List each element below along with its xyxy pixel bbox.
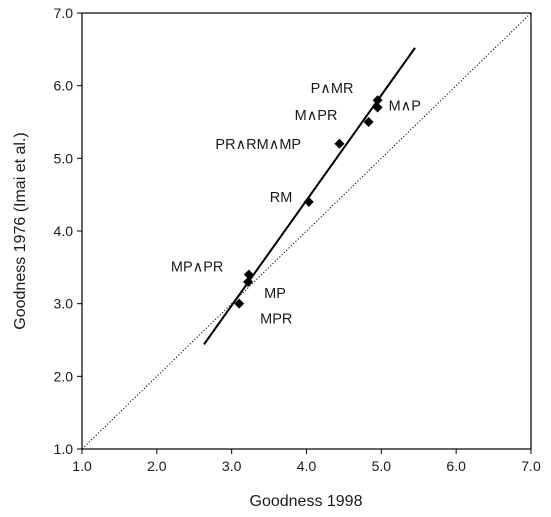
regression-line: [203, 47, 416, 345]
y-axis-ticks: 1.0 2.0 3.0 4.0 5.0 6.0 7.0: [54, 5, 82, 457]
point-label: MPR: [260, 312, 292, 328]
x-tick-label: 5.0: [372, 458, 392, 474]
y-tick-label: 5.0: [54, 150, 74, 166]
data-point: [372, 102, 383, 113]
data-point: [372, 95, 383, 106]
y-tick-label: 7.0: [54, 5, 74, 21]
point-label: MP∧PR: [171, 260, 224, 276]
x-tick-label: 6.0: [446, 458, 466, 474]
point-label: RM: [270, 190, 293, 206]
point-label: M∧P: [389, 98, 421, 114]
point-labels: P∧MR M∧P M∧PR PR∧RM∧MP RM MP∧PR MP MPR: [171, 81, 421, 327]
x-tick-label: 3.0: [222, 458, 242, 474]
x-tick-label: 2.0: [147, 458, 167, 474]
y-tick-label: 4.0: [54, 223, 74, 239]
data-point: [363, 117, 374, 127]
data-point: [234, 298, 245, 309]
point-label: P∧MR: [311, 81, 354, 97]
data-point: [303, 196, 314, 207]
data-point: [334, 138, 345, 149]
point-label: MP: [264, 286, 286, 302]
y-tick-label: 6.0: [54, 78, 74, 94]
point-label: M∧PR: [295, 108, 338, 124]
y-axis-title: Goodness 1976 (Imai et al.): [12, 132, 29, 329]
y-tick-label: 2.0: [54, 368, 74, 384]
x-tick-label: 7.0: [521, 458, 541, 474]
data-point: [243, 276, 254, 287]
x-axis-ticks: 1.0 2.0 3.0 4.0 5.0 6.0 7.0: [72, 449, 541, 474]
point-label: PR∧RM∧MP: [215, 137, 301, 153]
y-tick-label: 3.0: [54, 296, 74, 312]
x-tick-label: 4.0: [297, 458, 317, 474]
y-tick-label: 1.0: [54, 441, 74, 457]
x-axis-title: Goodness 1998: [250, 493, 363, 510]
identity-reference-line: [81, 12, 532, 450]
x-tick-label: 1.0: [72, 458, 92, 474]
data-point: [243, 269, 254, 280]
data-points: [234, 95, 383, 309]
